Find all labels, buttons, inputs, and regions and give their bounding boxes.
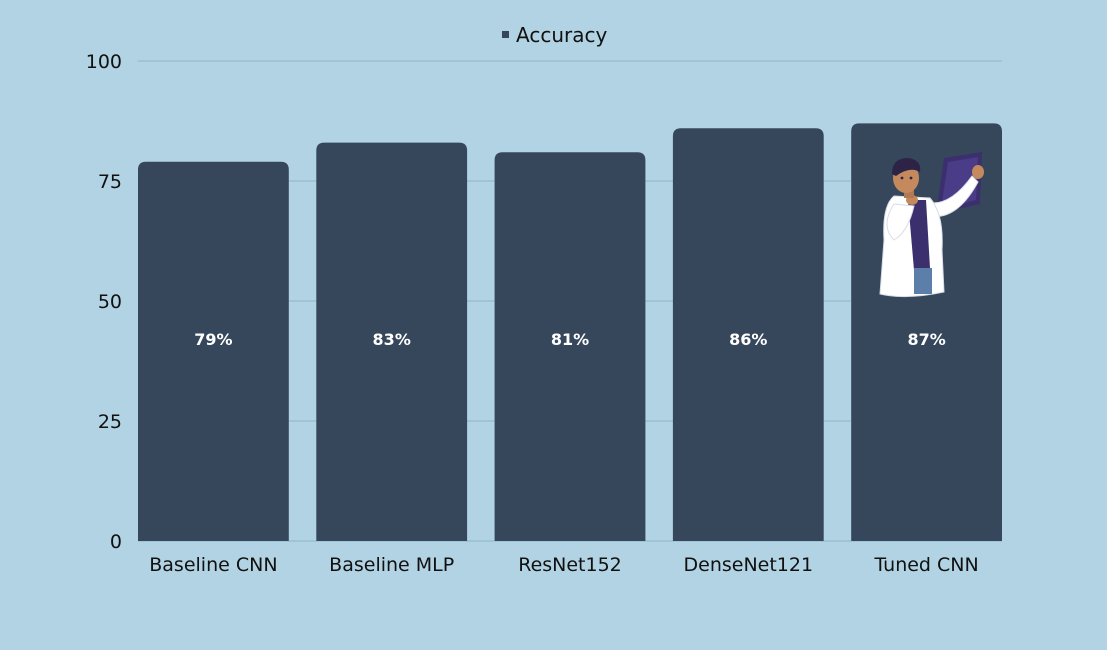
doctor-with-xray-icon bbox=[879, 152, 984, 298]
x-tick-label-resnet152: ResNet152 bbox=[518, 554, 622, 576]
x-tick-label-baseline-cnn: Baseline CNN bbox=[149, 554, 277, 576]
bar-baseline-mlp bbox=[316, 142, 468, 541]
x-tick-label-tuned-cnn: Tuned CNN bbox=[873, 554, 978, 576]
y-axis: 0 25 50 75 100 bbox=[86, 51, 122, 553]
y-tick-label-0: 0 bbox=[110, 531, 122, 553]
y-tick-label-100: 100 bbox=[86, 51, 122, 73]
bar-densenet121 bbox=[672, 128, 824, 541]
data-label-tuned-cnn: 87% bbox=[907, 330, 945, 349]
y-tick-label-50: 50 bbox=[98, 291, 122, 313]
y-tick-label-25: 25 bbox=[98, 411, 122, 433]
legend-swatch bbox=[502, 31, 509, 38]
bar-baseline-cnn bbox=[138, 161, 289, 542]
bar-resnet152 bbox=[494, 152, 646, 541]
x-tick-label-baseline-mlp: Baseline MLP bbox=[329, 554, 454, 576]
data-label-baseline-mlp: 83% bbox=[373, 330, 411, 349]
bars bbox=[138, 123, 1002, 542]
data-label-baseline-cnn: 79% bbox=[194, 330, 232, 349]
data-label-densenet121: 86% bbox=[729, 330, 767, 349]
data-label-resnet152: 81% bbox=[551, 330, 589, 349]
bar-data-labels: 79% 83% 81% 86% 87% bbox=[194, 330, 945, 349]
x-axis: Baseline CNN Baseline MLP ResNet152 DenseNe… bbox=[149, 554, 978, 576]
x-tick-label-densenet121: DenseNet121 bbox=[684, 554, 814, 576]
legend: Accuracy bbox=[502, 23, 607, 47]
legend-entry-accuracy: Accuracy bbox=[516, 23, 607, 47]
y-tick-label-75: 75 bbox=[98, 171, 122, 193]
